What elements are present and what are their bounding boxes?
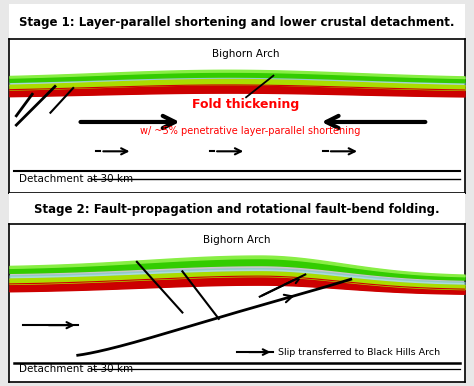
Text: Bighorn Arch: Bighorn Arch: [212, 49, 280, 59]
Text: Bighorn Arch: Bighorn Arch: [203, 235, 271, 245]
Text: w/ ~5% penetrative layer-parallel shortening: w/ ~5% penetrative layer-parallel shorte…: [140, 126, 361, 136]
Text: Detachment at 30 km: Detachment at 30 km: [18, 174, 133, 184]
Text: Stage 2: Fault-propagation and rotational fault-bend folding.: Stage 2: Fault-propagation and rotationa…: [34, 203, 440, 217]
Text: Fold thickening: Fold thickening: [192, 98, 300, 112]
Text: Slip transferred to Black Hills Arch: Slip transferred to Black Hills Arch: [278, 348, 440, 357]
Text: Stage 1: Layer-parallel shortening and lower crustal detachment.: Stage 1: Layer-parallel shortening and l…: [19, 17, 455, 29]
Text: Detachment at 30 km: Detachment at 30 km: [18, 364, 133, 374]
